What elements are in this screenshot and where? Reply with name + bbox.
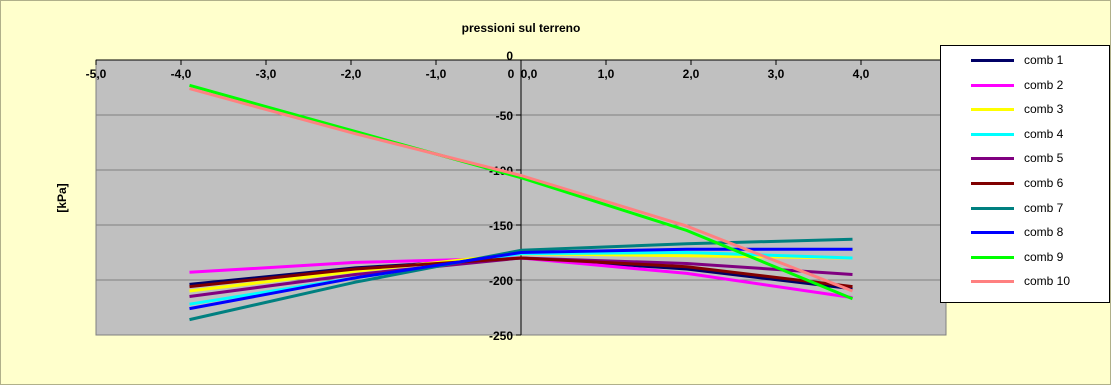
x-tick-label-6: 0,0: [521, 67, 538, 81]
legend-label-4: comb 4: [1024, 126, 1064, 141]
x-tick-label-0: -5,0: [86, 67, 107, 81]
legend-item-9: comb 9: [941, 246, 1109, 270]
legend-swatch-9: [971, 255, 1014, 259]
plot-area: -5,0-4,0-3,0-2,0-1,000,01,02,03,04,050-5…: [86, 49, 950, 343]
x-tick-label-9: 3,0: [768, 67, 785, 81]
y-axis-title: [kPa]: [55, 183, 69, 212]
series-line-7: [189, 237, 853, 322]
legend-label-1: comb 1: [1024, 53, 1064, 67]
legend-item-6: comb 6: [941, 172, 1109, 196]
legend-swatch-7: [971, 206, 1014, 210]
legend-label-7: comb 7: [1024, 200, 1064, 215]
legend-item-10: comb 10: [941, 270, 1109, 294]
series-line-9: [189, 83, 854, 301]
legend-swatch-3: [971, 108, 1014, 112]
x-tick-label-4: -1,0: [426, 67, 447, 81]
series-line-10: [189, 87, 854, 293]
legend-label-8: comb 8: [1024, 225, 1064, 240]
legend-label-10: comb 10: [1024, 274, 1071, 289]
y-tick-label-1: -50: [496, 109, 514, 123]
legend-item-3: comb 3: [941, 98, 1109, 122]
y-tick-label-4: -200: [489, 274, 513, 288]
legend-item-7: comb 7: [941, 197, 1109, 221]
x-tick-label-3: -2,0: [341, 67, 362, 81]
chart-title: pressioni sul terreno: [462, 21, 581, 35]
x-tick-label-7: 1,0: [598, 67, 615, 81]
x-tick-label-5: 0: [508, 67, 515, 81]
legend-label-2: comb 2: [1024, 77, 1064, 92]
legend-label-3: comb 3: [1024, 102, 1064, 117]
x-tick-label-1: -4,0: [171, 67, 192, 81]
legend: comb 1 comb 2 comb 3 comb 4 comb 5 comb 6 comb…: [940, 45, 1110, 303]
legend-item-1: comb 1: [941, 49, 1109, 73]
y-tick-label-5: -250: [489, 329, 513, 343]
y-tick-label-0: 0: [506, 49, 513, 63]
y-tick-label-3: -150: [489, 219, 513, 233]
legend-label-9: comb 9: [1024, 249, 1064, 264]
legend-item-2: comb 2: [941, 74, 1109, 98]
legend-label-6: comb 6: [1024, 176, 1064, 190]
legend-swatch-10: [971, 280, 1014, 284]
legend-item-8: comb 8: [941, 221, 1109, 245]
x-tick-label-2: -3,0: [256, 67, 277, 81]
legend-swatch-5: [971, 157, 1014, 161]
legend-swatch-1: [971, 59, 1014, 62]
legend-swatch-8: [971, 231, 1014, 235]
legend-item-5: comb 5: [941, 147, 1109, 171]
legend-swatch-2: [971, 83, 1014, 87]
legend-item-4: comb 4: [941, 123, 1109, 147]
series-line-6: [189, 256, 853, 289]
legend-swatch-6: [971, 182, 1014, 185]
x-tick-label-8: 2,0: [683, 67, 700, 81]
legend-label-5: comb 5: [1024, 151, 1064, 166]
legend-swatch-4: [971, 132, 1014, 136]
x-tick-label-10: 4,0: [853, 67, 870, 81]
